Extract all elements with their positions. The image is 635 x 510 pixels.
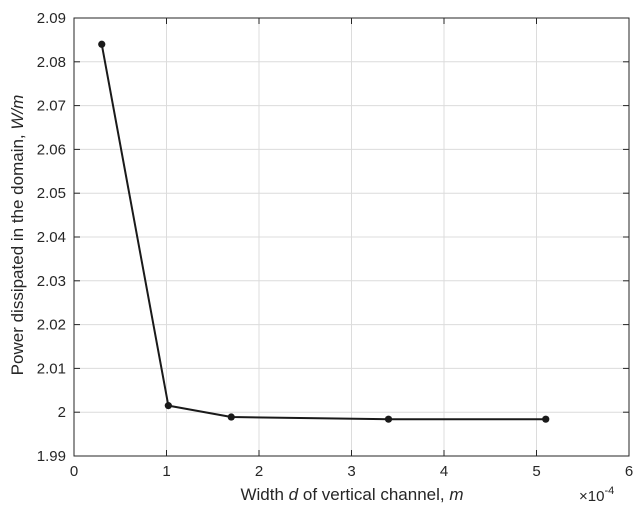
data-point <box>227 413 235 421</box>
x-tick-label: 2 <box>255 463 263 480</box>
data-point <box>542 415 550 423</box>
x-axis-label: Width d of vertical channel, m <box>240 485 463 504</box>
x-tick-label: 3 <box>347 463 355 480</box>
data-point <box>384 415 393 423</box>
series-layer <box>98 40 550 423</box>
x-tick-label: 0 <box>70 463 78 480</box>
x-tick-label: 6 <box>625 463 633 480</box>
x-tick-label: 1 <box>162 463 170 480</box>
x-axis-exponent: ×10-4 <box>579 485 614 505</box>
data-point <box>98 40 106 48</box>
data-point <box>164 402 172 410</box>
y-tick-label: 2.07 <box>37 98 66 115</box>
y-tick-label: 2.09 <box>37 10 66 27</box>
y-tick-label: 2.02 <box>37 317 66 334</box>
series-line <box>100 44 546 421</box>
x-tick-labels: 0 1 2 3 4 5 6 <box>70 463 633 480</box>
y-tick-label: 2.06 <box>37 141 66 158</box>
y-tick-label: 2.01 <box>37 360 66 377</box>
x-tick-label: 4 <box>440 463 448 480</box>
y-tick-labels: 1.99 2 2.01 2.02 2.03 2.04 2.05 2.06 2.07 2.08 2.0… <box>37 10 66 465</box>
x-tick-label: 5 <box>532 463 540 480</box>
y-tick-label: 2 <box>58 404 66 421</box>
y-tick-label: 2.03 <box>37 273 66 290</box>
y-tick-label: 1.99 <box>37 448 66 465</box>
grid-lines <box>73 17 630 457</box>
y-tick-label: 2.08 <box>37 54 66 71</box>
y-tick-label: 2.04 <box>37 229 66 246</box>
y-tick-label: 2.05 <box>37 185 66 202</box>
y-axis-label: Power dissipated in the domain, W/m <box>8 95 27 376</box>
tick-marks <box>73 17 630 457</box>
